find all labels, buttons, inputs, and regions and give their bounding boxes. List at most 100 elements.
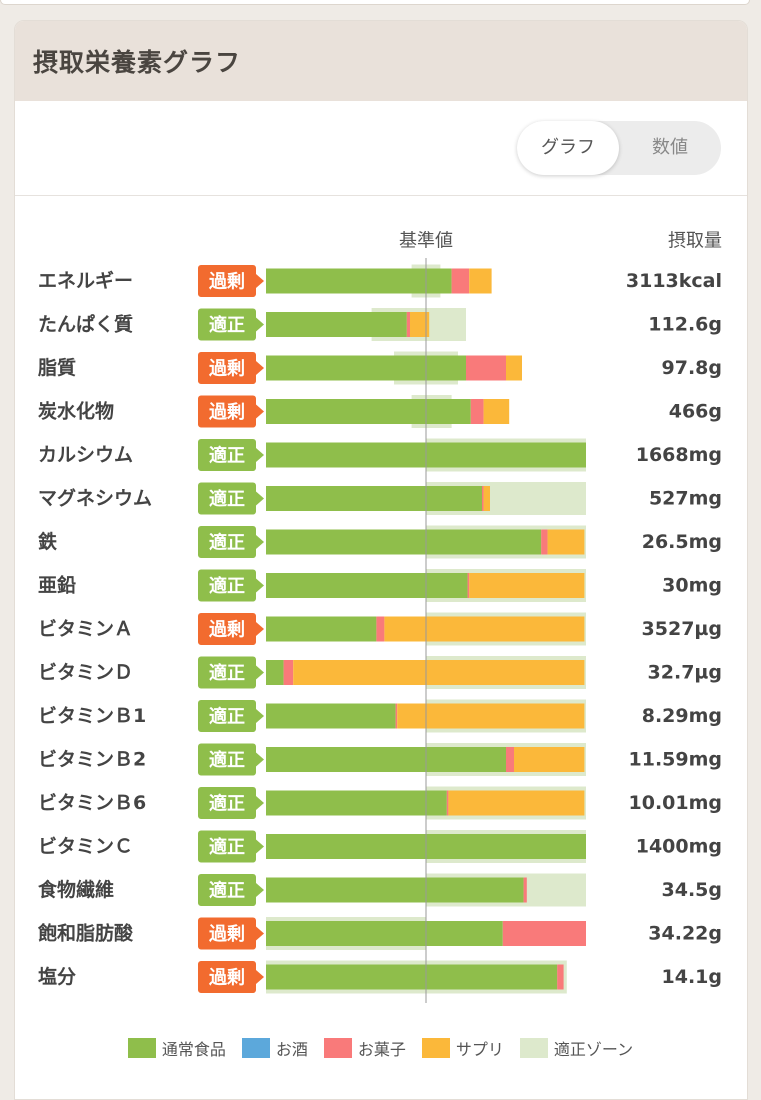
status-badge-text: 適正	[209, 880, 245, 902]
bar-snack	[541, 529, 548, 555]
intake-value: 1400mg	[636, 836, 722, 858]
intake-value: 14.1g	[662, 966, 722, 988]
bar-normal-food	[266, 399, 471, 424]
status-badge-arrow	[256, 883, 264, 897]
status-badge-text: 適正	[209, 575, 245, 597]
intake-value: 97.8g	[662, 357, 722, 379]
status-badge	[198, 395, 256, 428]
legend-item-snack: お菓子	[323, 1036, 406, 1060]
legend-label-supplement: サプリ	[455, 1040, 504, 1059]
nutrient-label: カルシウム	[38, 444, 133, 466]
view-toggle: グラフ 数値	[517, 121, 721, 175]
bar-normal-food	[266, 529, 542, 555]
bar-normal-food	[266, 268, 452, 294]
value-view-button[interactable]: 数値	[652, 137, 688, 158]
bar-normal-food	[266, 616, 377, 642]
intake-value: 26.5mg	[642, 531, 722, 553]
status-badge-arrow	[256, 274, 264, 288]
intake-value: 11.59mg	[629, 749, 723, 771]
nutrient-label: ビタミンＢ2	[38, 749, 146, 771]
bar-snack	[283, 660, 294, 685]
bar-normal-food	[266, 877, 524, 903]
legend-swatch-snack	[323, 1038, 352, 1058]
bar-supplement	[384, 616, 585, 642]
status-badge-arrow	[256, 970, 264, 984]
nutrient-label: 食物繊維	[38, 878, 114, 901]
intake-value: 30mg	[662, 575, 722, 597]
status-badge-arrow	[256, 796, 264, 810]
nutrient-label: 亜鉛	[38, 574, 76, 597]
bar-supplement	[547, 529, 585, 555]
status-badge-text: 過剰	[209, 619, 245, 641]
bar-snack	[466, 355, 506, 381]
legend-item-alcohol: お酒	[241, 1036, 308, 1060]
chart-legend: 通常食品 お酒 お菓子 サプリ 適正ゾーン	[0, 1036, 761, 1060]
nutrient-label: たんぱく質	[38, 313, 133, 336]
bar-supplement	[469, 573, 585, 598]
bar-normal-food	[266, 703, 396, 729]
status-badge	[198, 961, 256, 993]
intake-value: 34.22g	[648, 923, 722, 945]
intake-value: 527mg	[649, 488, 722, 510]
graph-view-button[interactable]: グラフ	[517, 121, 619, 175]
status-badge	[198, 700, 256, 732]
legend-item-supplement: サプリ	[421, 1036, 504, 1060]
status-badge	[198, 265, 256, 297]
bar-snack	[506, 747, 514, 772]
status-badge-arrow	[256, 665, 264, 680]
status-badge-arrow	[256, 752, 264, 767]
bar-normal-food	[266, 964, 558, 990]
intake-value: 8.29mg	[642, 705, 722, 727]
bar-snack	[470, 399, 484, 424]
intake-value: 112.6g	[648, 314, 722, 336]
status-badge-text: 適正	[209, 706, 245, 728]
status-badge	[198, 308, 256, 341]
status-badge-text: 過剰	[209, 923, 245, 945]
bar-normal-food	[266, 312, 407, 337]
nutrient-label: 脂質	[38, 356, 76, 379]
status-badge-arrow	[256, 317, 264, 332]
bar-snack	[446, 790, 449, 816]
intake-value: 1668mg	[636, 444, 722, 466]
status-badge-text: 適正	[209, 836, 245, 858]
nutrient-label: ビタミンＣ	[38, 836, 133, 858]
status-badge-text: 過剰	[209, 401, 245, 423]
bar-normal-food	[266, 486, 482, 511]
reference-label: 基準値	[399, 231, 453, 252]
bar-supplement	[506, 355, 522, 381]
legend-label-zone: 適正ゾーン	[553, 1040, 634, 1059]
bar-supplement	[397, 703, 585, 729]
status-badge	[198, 656, 256, 689]
bar-snack	[482, 486, 484, 511]
status-badge	[198, 874, 256, 906]
bar-snack	[451, 268, 470, 294]
status-badge-arrow	[256, 404, 264, 419]
bar-normal-food	[266, 660, 284, 685]
intake-header: 摂取量	[668, 231, 722, 252]
status-badge-text: 過剰	[209, 358, 245, 380]
status-badge	[198, 352, 256, 384]
intake-value: 32.7µg	[648, 662, 722, 684]
bar-supplement	[293, 660, 585, 685]
status-badge	[198, 830, 256, 863]
legend-label-normal-food: 通常食品	[161, 1040, 226, 1059]
status-badge	[198, 569, 256, 602]
status-badge-text: 適正	[209, 314, 245, 336]
nutrient-label: 炭水化物	[38, 400, 114, 423]
nutrient-label: ビタミンＢ6	[38, 792, 146, 814]
status-badge-text: 適正	[209, 793, 245, 815]
status-badge-arrow	[256, 448, 264, 462]
legend-item-normal-food: 通常食品	[127, 1036, 226, 1060]
status-badge	[198, 743, 256, 776]
bar-supplement	[483, 486, 490, 511]
bar-normal-food	[266, 921, 503, 946]
status-badge-text: 過剰	[209, 967, 245, 989]
legend-label-alcohol: お酒	[275, 1040, 308, 1059]
status-badge-arrow	[256, 622, 264, 636]
status-badge	[198, 439, 256, 471]
nutrient-label: ビタミンＡ	[38, 618, 133, 640]
legend-swatch-alcohol	[241, 1038, 270, 1058]
view-toggle-row: グラフ 数値	[15, 101, 747, 196]
status-badge-arrow	[256, 361, 264, 375]
